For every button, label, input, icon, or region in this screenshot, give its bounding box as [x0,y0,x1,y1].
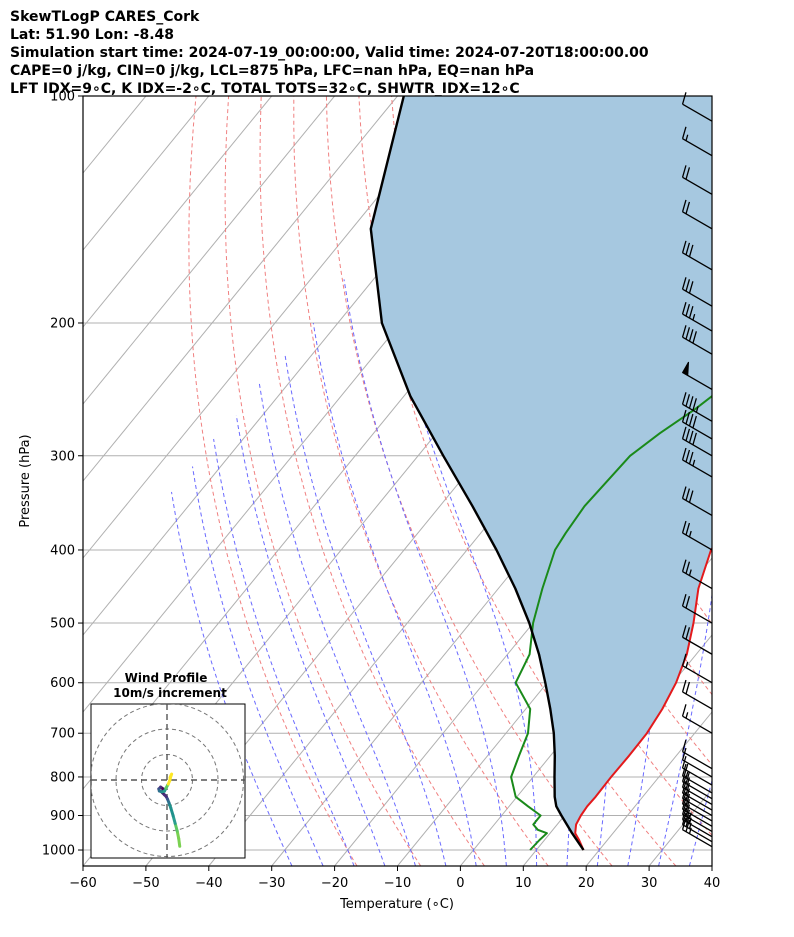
dry-adiabat [293,96,549,866]
moist-adiabat [312,322,477,866]
sounding-profiles [369,96,712,851]
y-tick-label: 800 [50,770,75,785]
hodograph-inset: Wind Profile 10m/s increment [90,671,246,859]
wind-barb [681,301,713,332]
moist-adiabat [720,96,794,866]
wind-barb [681,361,713,391]
stability-indices: LFT IDX=9∘C, K IDX=-2∘C, TOTAL TOTS=32∘C… [10,81,520,97]
x-tick-label: −40 [195,876,222,891]
wind-barb [681,763,713,794]
hodograph-plot [91,704,245,858]
y-tick-label: 700 [50,727,75,742]
isotherm-line [711,865,712,866]
wind-barb [681,392,713,422]
isotherm-line [585,711,712,866]
wind-barb [681,126,713,157]
x-axis-label: Temperature (∘C) [339,897,454,912]
wind-barb [681,747,713,778]
dry-adiabat [188,96,358,866]
dry-adiabat [325,96,613,866]
pressure-axis: 1000 900 800 700 600 500 400 300 200 100 [42,90,83,859]
y-tick-label: 100 [50,90,75,105]
x-tick-label: 10 [515,876,532,891]
parcel-profile [369,96,585,851]
wind-barbs [681,92,713,848]
dry-adiabat [358,96,677,866]
wind-barb [681,240,713,271]
x-tick-label: 40 [704,876,721,891]
x-tick-label: −10 [384,876,411,891]
wind-barb [681,520,713,551]
y-tick-label: 500 [50,617,75,632]
wind-barb [681,426,713,457]
isotherm-line [83,96,398,482]
x-tick-label: −30 [258,876,285,891]
dry-adiabat [717,96,794,866]
moist-adiabat [171,491,293,866]
moist-adiabat [343,279,507,866]
y-tick-label: 200 [50,316,75,331]
x-tick-label: −60 [69,876,96,891]
wind-barb [681,409,713,440]
wind-barb [681,807,713,838]
wind-barb [681,559,713,590]
wind-barb [681,797,713,827]
wind-barb [681,817,713,848]
chart-header: SkewTLogP CARES_Cork Lat: 51.90 Lon: -8.… [10,8,649,98]
wind-barb [681,593,713,624]
moist-adiabat [284,354,447,866]
moist-adiabat [380,239,538,866]
wind-barb [681,486,713,517]
wind-barb [681,277,713,307]
wind-barb [681,165,713,195]
y-tick-label: 600 [50,676,75,691]
wind-barb [681,755,713,786]
moist-adiabat [235,415,386,866]
cape-cin-summary: CAPE=0 j/kg, CIN=0 j/kg, LCL=875 hPa, LF… [10,63,535,79]
isotherm-line [397,480,712,866]
moist-adiabat [258,382,416,866]
moist-adiabat [192,466,324,866]
wind-barb [681,739,713,770]
y-tick-label: 400 [50,543,75,558]
dewpoint-profile [510,394,712,851]
x-tick-label: 0 [456,876,464,891]
temperature-axis: −60 −50 −40 −30 −20 −10 0 10 20 30 40 [69,866,720,891]
y-tick-label: 300 [50,449,75,464]
y-tick-label: 1000 [42,844,75,859]
x-tick-label: 30 [641,876,658,891]
cape-cin-shading [370,96,712,850]
wind-barb [681,704,713,734]
simulation-times: Simulation start time: 2024-07-19_00:00:… [10,45,649,61]
wind-barb [681,769,713,800]
y-tick-label: 900 [50,809,75,824]
wind-barb [681,653,713,684]
station-coordinates: Lat: 51.90 Lon: -8.48 [10,27,175,43]
wind-barb [681,325,713,355]
cin-area [370,96,712,850]
isotherm-line [83,96,273,328]
isotherm-line [83,96,84,97]
x-tick-label: −50 [132,876,159,891]
wind-barb [681,447,713,478]
x-tick-label: −20 [321,876,348,891]
wind-barb [681,679,713,710]
chart-title: SkewTLogP CARES_Cork [10,9,200,25]
dry-adiabat [259,96,485,866]
temperature-profile [574,546,712,851]
isotherm-line [83,96,461,559]
wind-barb [681,199,713,230]
hodograph-segment [168,772,174,779]
isotherm-line [83,96,335,405]
hodograph-subtitle: 10m/s increment [113,686,227,700]
y-axis-label: Pressure (hPa) [18,434,33,527]
dry-adiabat [391,96,712,837]
x-tick-label: 20 [578,876,595,891]
wind-barb [681,92,713,122]
wind-barb [681,625,713,655]
hodograph-title: Wind Profile [125,671,208,685]
isotherm-line [83,96,210,251]
